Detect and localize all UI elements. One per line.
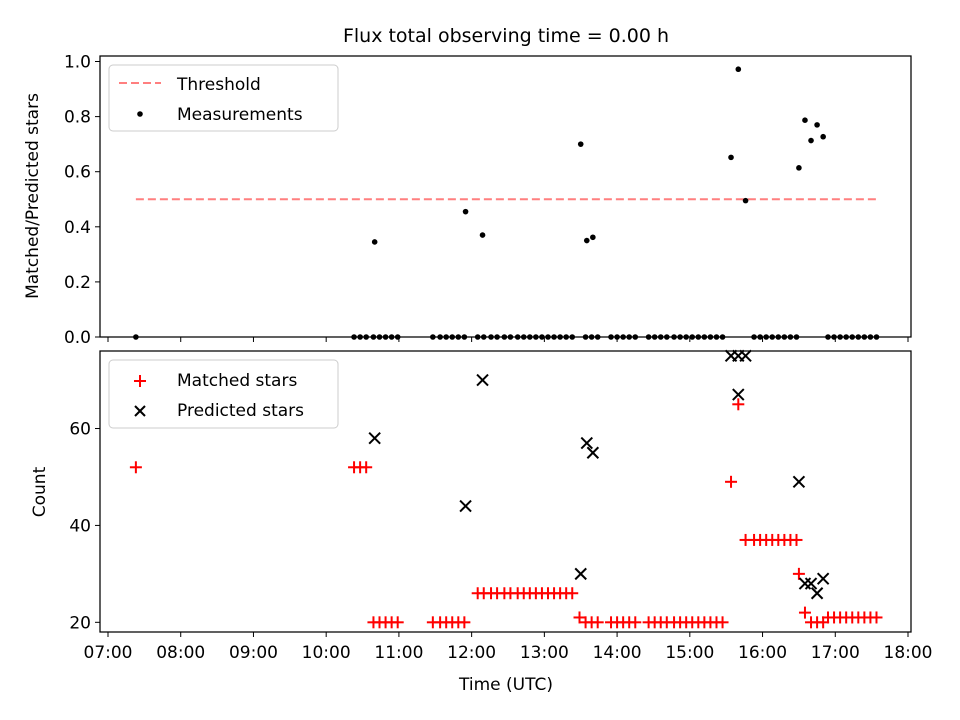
x-tick-label: 13:00 [520, 643, 569, 663]
measurement-point [583, 237, 590, 244]
predicted-star-marker [732, 388, 745, 401]
measurement-point [590, 234, 596, 241]
y-tick-label: 1.0 [64, 53, 91, 73]
bottom-panel-xlabel: Time (UTC) [458, 675, 553, 695]
matched-star-marker [129, 461, 142, 474]
x-tick-label: 10:00 [302, 643, 351, 663]
measurement-point [808, 137, 814, 144]
top-panel-ticks: 0.0 0.2 0.4 0.6 0.8 1.0 [64, 53, 909, 348]
y-tick-label: 0.6 [64, 163, 91, 183]
matched-star-marker [798, 606, 811, 619]
x-tick-label: 08:00 [156, 643, 205, 663]
measurement-point [735, 66, 742, 73]
bottom-legend-box [108, 359, 339, 429]
measurement-point [802, 117, 808, 123]
predicted-star-marker [804, 577, 818, 590]
matched-star-marker [573, 611, 586, 624]
top-panel-ylabel: Matched/Predicted stars [23, 93, 43, 299]
y-tick-label: 40 [69, 516, 91, 536]
measurement-point [742, 197, 749, 204]
matched-star-marker [732, 398, 745, 411]
matched-star-marker [629, 616, 642, 629]
matched-star-marker [725, 475, 738, 488]
matched-star-marker [360, 461, 373, 474]
figure-title: Flux total observing time = 0.00 h [343, 25, 669, 47]
x-tick-label: 15:00 [665, 643, 714, 663]
measurement-point [728, 154, 734, 161]
y-tick-label: 0.0 [64, 328, 91, 348]
top-legend: Threshold Measurements [108, 64, 339, 132]
x-tick-label: 18:00 [884, 643, 933, 663]
bottom-panel: 07:00 08:00 09:00 10:00 11:00 12:00 13:00 14:00… [30, 349, 933, 695]
predicted-star-marker [810, 587, 824, 600]
legend-matched-swatch [134, 375, 146, 387]
matched-star-marker [458, 616, 471, 629]
y-tick-label: 0.8 [64, 108, 91, 128]
predicted-star-marker [739, 349, 752, 363]
matched-star-marker [391, 616, 404, 629]
predicted-star-marker [476, 373, 489, 387]
x-tick-label: 17:00 [811, 643, 860, 663]
x-tick-label: 09:00 [229, 643, 278, 663]
legend-predicted-swatch [134, 405, 146, 417]
x-tick-label: 12:00 [447, 643, 496, 663]
measurement-point [371, 239, 378, 245]
x-tick-label: 11:00 [374, 643, 423, 663]
measurement-point [462, 208, 469, 215]
predicted-star-marker [792, 475, 806, 489]
legend-measurements-swatch [137, 111, 143, 117]
legend-predicted-label: Predicted stars [177, 401, 304, 421]
measurement-point [479, 232, 486, 238]
bottom-panel-ylabel: Count [30, 466, 50, 517]
top-legend-box [108, 64, 339, 132]
matched-star-marker [566, 587, 579, 600]
bottom-panel-marks [129, 349, 883, 629]
top-panel-marks [133, 66, 880, 340]
y-tick-label: 0.2 [64, 273, 91, 293]
measurement-point [577, 141, 584, 147]
predicted-star-marker [459, 499, 472, 513]
predicted-star-marker [580, 436, 593, 450]
predicted-star-marker [816, 572, 830, 585]
matched-star-marker [790, 533, 803, 546]
legend-matched-label: Matched stars [177, 371, 297, 391]
bottom-panel-frame [99, 350, 912, 633]
bottom-panel-ticks: 07:00 08:00 09:00 10:00 11:00 12:00 13:00 14:00… [69, 420, 932, 663]
top-panel-frame [99, 55, 912, 338]
predicted-star-marker [574, 567, 587, 581]
x-tick-label: 16:00 [738, 643, 787, 663]
bottom-legend: Matched stars Predicted stars [108, 359, 339, 429]
top-panel: 0.0 0.2 0.4 0.6 0.8 1.0 Matched/Predicted sta… [23, 53, 912, 348]
x-tick-label: 14:00 [593, 643, 642, 663]
matched-star-marker [716, 616, 729, 629]
predicted-star-marker [586, 446, 600, 459]
matched-star-marker [591, 616, 604, 629]
measurement-point [820, 133, 826, 140]
y-tick-label: 0.4 [64, 218, 91, 238]
legend-measurements-label: Measurements [177, 105, 303, 125]
measurement-point [814, 122, 820, 128]
y-tick-label: 20 [69, 613, 91, 633]
y-tick-label: 60 [69, 420, 91, 440]
predicted-star-marker [368, 431, 381, 445]
legend-threshold-label: Threshold [176, 75, 261, 95]
measurement-point [796, 165, 802, 171]
matched-star-marker [870, 611, 883, 624]
matched-star-marker [792, 567, 805, 580]
x-tick-label: 07:00 [84, 643, 133, 663]
